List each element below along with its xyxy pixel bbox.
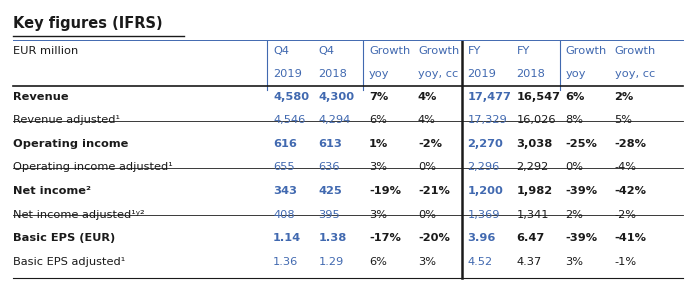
Text: 0%: 0% (418, 162, 436, 172)
Text: 4,294: 4,294 (318, 115, 351, 125)
Text: 4.52: 4.52 (468, 257, 493, 267)
Text: 1.29: 1.29 (318, 257, 344, 267)
Text: 1,982: 1,982 (517, 186, 553, 196)
Text: 4,580: 4,580 (273, 92, 309, 102)
Text: 2019: 2019 (273, 69, 302, 79)
Text: 2%: 2% (566, 210, 584, 220)
Text: Net income adjusted¹ʸ²: Net income adjusted¹ʸ² (13, 210, 144, 220)
Text: Operating income: Operating income (13, 139, 128, 149)
Text: -42%: -42% (615, 186, 647, 196)
Text: -39%: -39% (566, 233, 598, 243)
Text: 6%: 6% (369, 257, 387, 267)
Text: 3%: 3% (369, 162, 387, 172)
Text: -2%: -2% (615, 210, 636, 220)
Text: 8%: 8% (566, 115, 584, 125)
Text: 1,369: 1,369 (468, 210, 500, 220)
Text: 1.14: 1.14 (273, 233, 301, 243)
Text: 2018: 2018 (517, 69, 545, 79)
Text: 616: 616 (273, 139, 297, 149)
Text: EUR million: EUR million (13, 46, 78, 56)
Text: -19%: -19% (369, 186, 401, 196)
Text: 5%: 5% (615, 115, 633, 125)
Text: 17,329: 17,329 (468, 115, 508, 125)
Text: 1.38: 1.38 (318, 233, 346, 243)
Text: 4%: 4% (418, 92, 438, 102)
Text: 4,300: 4,300 (318, 92, 355, 102)
Text: Growth: Growth (566, 46, 607, 56)
Text: -41%: -41% (615, 233, 647, 243)
Text: 4%: 4% (418, 115, 436, 125)
Text: 2,292: 2,292 (517, 162, 549, 172)
Text: FY: FY (517, 46, 530, 56)
Text: FY: FY (468, 46, 481, 56)
Text: Growth: Growth (369, 46, 410, 56)
Text: Operating income adjusted¹: Operating income adjusted¹ (13, 162, 172, 172)
Text: -1%: -1% (615, 257, 637, 267)
Text: Revenue adjusted¹: Revenue adjusted¹ (13, 115, 120, 125)
Text: 425: 425 (318, 186, 342, 196)
Text: Key figures (IFRS): Key figures (IFRS) (13, 16, 162, 31)
Text: 2019: 2019 (468, 69, 496, 79)
Text: yoy: yoy (566, 69, 586, 79)
Text: -21%: -21% (418, 186, 450, 196)
Text: Net income²: Net income² (13, 186, 90, 196)
Text: 16,026: 16,026 (517, 115, 556, 125)
Text: 395: 395 (318, 210, 340, 220)
Text: 2,296: 2,296 (468, 162, 500, 172)
Text: 3%: 3% (418, 257, 436, 267)
Text: 0%: 0% (418, 210, 436, 220)
Text: Q4: Q4 (273, 46, 289, 56)
Text: 2018: 2018 (318, 69, 347, 79)
Text: -25%: -25% (566, 139, 598, 149)
Text: Q4: Q4 (318, 46, 335, 56)
Text: 6.47: 6.47 (517, 233, 545, 243)
Text: 4,546: 4,546 (273, 115, 305, 125)
Text: 7%: 7% (369, 92, 388, 102)
Text: 2,270: 2,270 (468, 139, 503, 149)
Text: 1%: 1% (369, 139, 388, 149)
Text: 3.96: 3.96 (468, 233, 496, 243)
Text: yoy: yoy (369, 69, 389, 79)
Text: 636: 636 (318, 162, 340, 172)
Text: 3,038: 3,038 (517, 139, 553, 149)
Text: Revenue: Revenue (13, 92, 68, 102)
Text: 613: 613 (318, 139, 342, 149)
Text: 2%: 2% (615, 92, 634, 102)
Text: 343: 343 (273, 186, 297, 196)
Text: 4.37: 4.37 (517, 257, 542, 267)
Text: Growth: Growth (615, 46, 656, 56)
Text: 3%: 3% (566, 257, 584, 267)
Text: -39%: -39% (566, 186, 598, 196)
Text: 6%: 6% (566, 92, 585, 102)
Text: 17,477: 17,477 (468, 92, 512, 102)
Text: Basic EPS (EUR): Basic EPS (EUR) (13, 233, 115, 243)
Text: yoy, cc: yoy, cc (615, 69, 655, 79)
Text: 408: 408 (273, 210, 295, 220)
Text: 16,547: 16,547 (517, 92, 561, 102)
Text: 655: 655 (273, 162, 295, 172)
Text: 6%: 6% (369, 115, 387, 125)
Text: 1,341: 1,341 (517, 210, 549, 220)
Text: Growth: Growth (418, 46, 459, 56)
Text: -28%: -28% (615, 139, 647, 149)
Text: yoy, cc: yoy, cc (418, 69, 458, 79)
Text: Basic EPS adjusted¹: Basic EPS adjusted¹ (13, 257, 125, 267)
Text: 3%: 3% (369, 210, 387, 220)
Text: 1.36: 1.36 (273, 257, 298, 267)
Text: -17%: -17% (369, 233, 401, 243)
Text: -20%: -20% (418, 233, 450, 243)
Text: -2%: -2% (418, 139, 442, 149)
Text: 1,200: 1,200 (468, 186, 503, 196)
Text: -4%: -4% (615, 162, 636, 172)
Text: 0%: 0% (566, 162, 584, 172)
